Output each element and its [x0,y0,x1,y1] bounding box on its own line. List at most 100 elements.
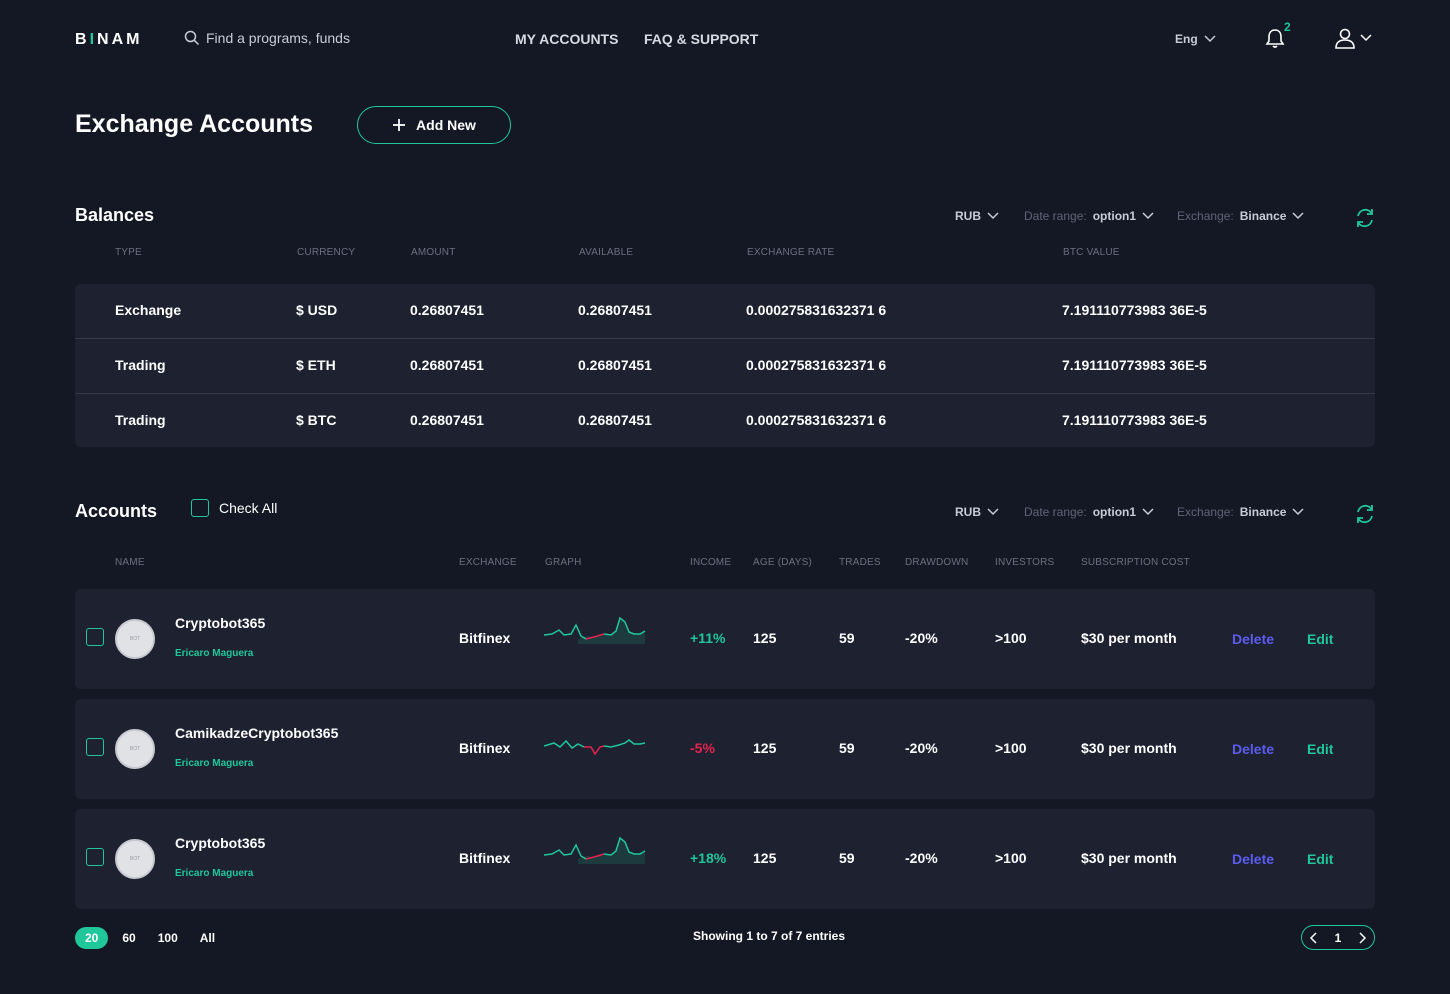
account-row: BOT Cryptobot365 Ericaro Maguera Bitfine… [75,589,1375,689]
balances-table: Exchange $ USD 0.26807451 0.26807451 0.0… [75,284,1375,447]
account-row: BOT CamikadzeCryptobot365 Ericaro Maguer… [75,699,1375,799]
chevron-down-icon [1204,35,1216,43]
edit-button[interactable]: Edit [1307,631,1334,647]
page-size-selector: 20 60 100 All [75,927,226,949]
column-header-income: INCOME [690,557,732,568]
page-size-60[interactable]: 60 [122,931,136,945]
chevron-down-icon [1292,212,1304,220]
plus-icon [393,119,406,131]
account-row: BOT Cryptobot365 Ericaro Maguera Bitfine… [75,809,1375,909]
sparkline-graph [544,739,646,756]
accounts-title: Accounts [75,501,158,521]
delete-button[interactable]: Delete [1232,631,1275,647]
account-name[interactable]: Cryptobot365 [175,835,266,851]
cell-investors: >100 [995,740,1027,756]
search-bar[interactable] [184,30,406,46]
search-input[interactable] [206,30,406,46]
chevron-left-icon[interactable] [1309,931,1317,944]
accounts-filters: RUB Date range: option1 Exchange: Binanc… [955,505,1304,519]
refresh-icon[interactable] [1354,207,1376,229]
logo[interactable]: BINAM [75,31,143,48]
column-header-subscription-cost: SUBSCRIPTION COST [1081,557,1190,568]
account-name[interactable]: Cryptobot365 [175,615,266,631]
cell-investors: >100 [995,630,1027,646]
cell-age: 125 [753,850,777,866]
page-size-20[interactable]: 20 [75,927,109,949]
exchange-label: Exchange: [1177,209,1234,223]
account-owner[interactable]: Ericaro Maguera [175,648,254,659]
user-menu[interactable] [1334,27,1372,49]
account-owner[interactable]: Ericaro Maguera [175,868,254,879]
add-new-label: Add New [416,117,476,133]
cell-currency: $ BTC [296,412,337,428]
row-checkbox[interactable] [86,738,104,756]
cell-exchange-rate: 0.000275831632371 6 [746,302,887,318]
chevron-down-icon [987,508,999,516]
chevron-right-icon[interactable] [1359,931,1367,944]
chevron-down-icon [1360,34,1372,42]
avatar: BOT [115,619,155,659]
sparkline-graph [544,836,646,864]
language-selector[interactable]: Eng [1175,32,1216,46]
account-owner[interactable]: Ericaro Maguera [175,758,254,769]
column-header-btc-value: BTC VALUE [1063,247,1120,258]
currency-dropdown[interactable]: RUB [955,505,999,519]
table-row: Trading $ BTC 0.26807451 0.26807451 0.00… [75,394,1375,448]
cell-currency: $ USD [296,302,338,318]
bell-icon[interactable] [1264,27,1286,49]
exchange-label: Exchange: [1177,505,1234,519]
chevron-down-icon [1142,212,1154,220]
exchange-dropdown[interactable]: Binance [1240,505,1305,519]
chevron-down-icon [1142,508,1154,516]
cell-subscription-cost: $30 per month [1081,740,1177,756]
sparkline-graph [544,616,646,644]
check-all-checkbox[interactable] [191,499,209,517]
cell-type: Trading [115,357,166,373]
table-row: Exchange $ USD 0.26807451 0.26807451 0.0… [75,284,1375,339]
cell-available: 0.26807451 [578,412,652,428]
date-range-label: Date range: [1024,209,1087,223]
cell-amount: 0.26807451 [410,302,484,318]
avatar: BOT [115,729,155,769]
add-new-button[interactable]: Add New [357,106,511,144]
delete-button[interactable]: Delete [1232,851,1275,867]
cell-exchange-rate: 0.000275831632371 6 [746,412,887,428]
date-range-dropdown[interactable]: option1 [1093,209,1154,223]
cell-exchange: Bitfinex [459,740,511,756]
check-all-label[interactable]: Check All [219,500,278,516]
date-range-label: Date range: [1024,505,1087,519]
cell-btc-value: 7.191110773983 36E-5 [1062,357,1207,373]
current-page[interactable]: 1 [1334,930,1342,945]
nav-faq-support[interactable]: FAQ & SUPPORT [644,31,759,47]
page-size-100[interactable]: 100 [157,931,178,945]
nav-my-accounts[interactable]: MY ACCOUNTS [515,31,619,47]
exchange-dropdown[interactable]: Binance [1240,209,1305,223]
cell-btc-value: 7.191110773983 36E-5 [1062,412,1207,428]
cell-exchange: Bitfinex [459,850,511,866]
cell-available: 0.26807451 [578,302,652,318]
cell-amount: 0.26807451 [410,357,484,373]
row-checkbox[interactable] [86,848,104,866]
notification-badge: 2 [1284,20,1291,34]
row-checkbox[interactable] [86,628,104,646]
date-range-dropdown[interactable]: option1 [1093,505,1154,519]
column-header-type: TYPE [115,247,142,258]
balances-title: Balances [75,205,155,225]
cell-income: +18% [690,850,727,866]
avatar: BOT [115,839,155,879]
edit-button[interactable]: Edit [1307,741,1334,757]
entries-info: Showing 1 to 7 of 7 entries [693,929,846,943]
balances-filters: RUB Date range: option1 Exchange: Binanc… [955,209,1304,223]
column-header-graph: GRAPH [545,557,582,568]
column-header-amount: AMOUNT [411,247,456,258]
page-size-all[interactable]: All [199,931,216,945]
delete-button[interactable]: Delete [1232,741,1275,757]
currency-dropdown[interactable]: RUB [955,209,999,223]
cell-amount: 0.26807451 [410,412,484,428]
refresh-icon[interactable] [1354,503,1376,525]
cell-exchange: Bitfinex [459,630,511,646]
edit-button[interactable]: Edit [1307,851,1334,867]
account-name[interactable]: CamikadzeCryptobot365 [175,725,339,741]
pagination-control: 1 [1301,925,1375,950]
cell-btc-value: 7.191110773983 36E-5 [1062,302,1207,318]
